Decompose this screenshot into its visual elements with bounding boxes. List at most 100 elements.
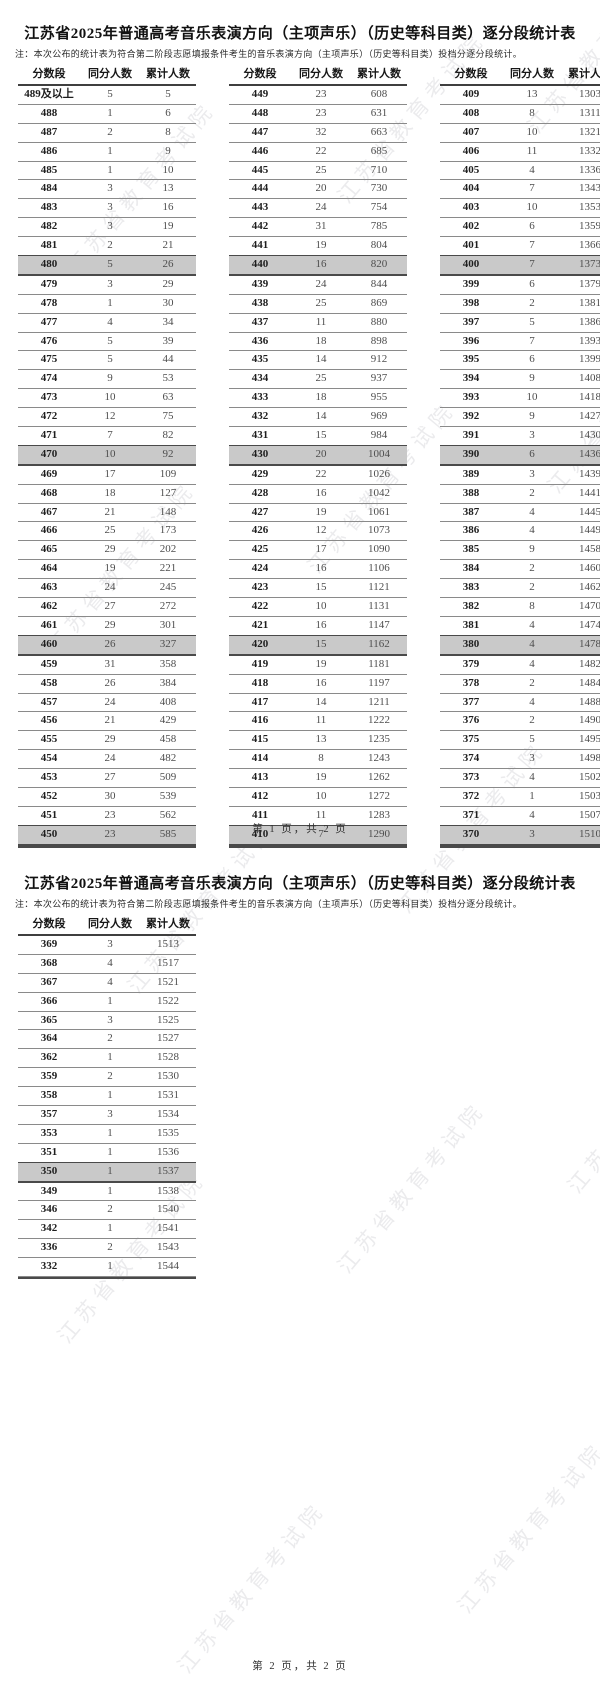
table-row: 419 19 1181	[229, 656, 407, 675]
table-row: 369 3 1513	[18, 936, 196, 955]
same-score-count: 7	[529, 334, 535, 347]
score-segment: 425	[251, 543, 269, 556]
page1-page-number: 第 1 页，共 2 页	[252, 824, 348, 835]
score-segment: 439	[251, 277, 269, 290]
col-header-cumulative-count: 累计人数	[146, 918, 190, 930]
same-score-count: 18	[315, 391, 327, 404]
same-score-count: 2	[529, 296, 535, 309]
score-segment: 450	[40, 827, 58, 840]
cumulative-count: 1441	[579, 486, 600, 499]
same-score-count: 14	[315, 353, 327, 366]
table-row: 410 7 1290	[229, 824, 407, 846]
cumulative-count: 1147	[368, 618, 390, 631]
same-score-count: 2	[107, 1241, 113, 1254]
same-score-count: 7	[529, 258, 535, 271]
col-header-cumulative-count: 累计人数	[357, 68, 401, 80]
score-segment: 430	[251, 447, 269, 460]
cumulative-count: 880	[370, 315, 388, 328]
same-score-count: 11	[315, 315, 327, 328]
page2-page-number: 第 2 页，共 2 页	[252, 1661, 348, 1672]
cumulative-count: 127	[159, 486, 177, 499]
score-segment: 417	[251, 695, 269, 708]
table-row: 388 2 1441	[440, 485, 600, 504]
same-score-count: 3	[107, 277, 113, 290]
table-row: 409 13 1303	[440, 86, 600, 105]
cumulative-count: 1436	[579, 447, 600, 460]
table-row: 395 6 1399	[440, 351, 600, 371]
table-row: 474 9 53	[18, 370, 196, 390]
table-header-row: 分数段 同分人数 累计人数	[18, 914, 196, 936]
table-row: 400 7 1373	[440, 255, 600, 276]
same-score-count: 31	[315, 220, 327, 233]
table-header-row: 分数段 同分人数 累计人数	[229, 64, 407, 86]
cumulative-count: 1359	[579, 220, 600, 233]
cumulative-count: 1131	[368, 600, 390, 613]
table-row: 397 5 1386	[440, 314, 600, 333]
same-score-count: 1	[107, 296, 113, 309]
score-segment: 468	[40, 486, 58, 499]
same-score-count: 6	[529, 277, 535, 290]
table-row: 447 32 663	[229, 124, 407, 143]
score-segment: 469	[40, 467, 58, 480]
table-row: 427 19 1061	[229, 504, 407, 523]
table-row: 438 25 869	[229, 295, 407, 314]
same-score-count: 2	[107, 125, 113, 138]
score-segment: 405	[462, 163, 480, 176]
same-score-count: 1	[107, 1260, 113, 1273]
same-score-count: 1	[107, 144, 113, 157]
cumulative-count: 1243	[368, 752, 390, 765]
same-score-count: 18	[315, 334, 327, 347]
table-row: 359 2 1530	[18, 1068, 196, 1088]
page2-title: 江苏省2025年普通高考音乐表演方向（主项声乐）（历史等科目类）逐分段统计表	[24, 876, 576, 892]
same-score-count: 4	[529, 771, 535, 784]
cumulative-count: 1408	[579, 372, 600, 385]
same-score-count: 12	[315, 524, 327, 537]
cumulative-count: 1470	[579, 600, 600, 613]
cumulative-count: 1061	[368, 505, 390, 518]
score-segment: 454	[40, 752, 58, 765]
table-row: 477 4 34	[18, 314, 196, 333]
same-score-count: 14	[315, 695, 327, 708]
score-segment: 489及以上	[24, 88, 74, 100]
cumulative-count: 1272	[368, 789, 390, 802]
table-row: 430 20 1004	[229, 444, 407, 466]
score-segment: 441	[251, 239, 269, 252]
same-score-count: 1	[107, 163, 113, 176]
same-score-count: 2	[529, 486, 535, 499]
same-score-count: 23	[104, 827, 116, 840]
score-segment: 433	[251, 391, 269, 404]
score-segment: 390	[462, 447, 480, 460]
same-score-count: 1	[107, 1164, 113, 1177]
score-segment: 396	[462, 334, 480, 347]
score-segment: 399	[462, 277, 480, 290]
score-segment: 435	[251, 353, 269, 366]
cumulative-count: 1393	[579, 334, 600, 347]
cumulative-count: 710	[370, 163, 388, 176]
score-segment: 476	[40, 334, 58, 347]
score-segment: 459	[40, 657, 58, 670]
same-score-count: 31	[104, 657, 116, 670]
score-segment: 375	[462, 733, 480, 746]
table-row: 471 7 82	[18, 427, 196, 446]
cumulative-count: 408	[159, 695, 177, 708]
table-row: 365 3 1525	[18, 1012, 196, 1031]
cumulative-count: 21	[162, 239, 174, 252]
cumulative-count: 1482	[579, 657, 600, 670]
score-segment: 472	[40, 410, 58, 423]
table-row: 434 25 937	[229, 370, 407, 390]
score-segment: 387	[462, 505, 480, 518]
same-score-count: 13	[526, 88, 538, 100]
score-segment: 436	[251, 334, 269, 347]
same-score-count: 4	[529, 163, 535, 176]
same-score-count: 5	[107, 334, 113, 347]
score-segment: 381	[462, 618, 480, 631]
same-score-count: 22	[315, 144, 327, 157]
table-row: 484 3 13	[18, 180, 196, 200]
same-score-count: 3	[107, 1013, 113, 1026]
cumulative-count: 75	[162, 410, 174, 423]
same-score-count: 7	[529, 239, 535, 252]
score-segment: 466	[40, 524, 58, 537]
score-segment: 372	[462, 789, 480, 802]
cumulative-count: 663	[370, 125, 388, 138]
table-row: 350 1 1537	[18, 1161, 196, 1183]
